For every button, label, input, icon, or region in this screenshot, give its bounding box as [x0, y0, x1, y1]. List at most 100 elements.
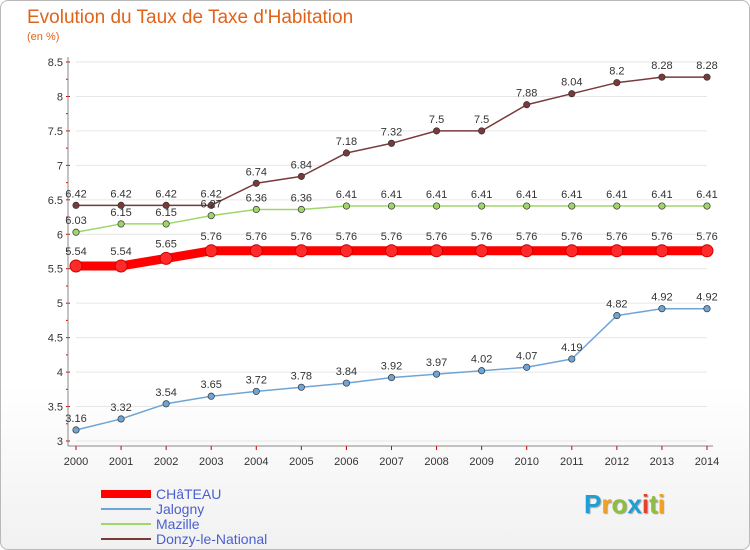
data-label-jalogny: 3.84	[336, 366, 357, 378]
data-label-jalogny: 4.82	[606, 299, 627, 311]
data-point-ch-teau	[520, 244, 534, 258]
data-label-jalogny: 3.16	[65, 413, 86, 425]
data-label-donzy-le-national: 6.42	[65, 188, 86, 200]
data-point-donzy-le-national	[658, 73, 666, 81]
data-point-jalogny	[568, 355, 576, 363]
x-tick-label: 2013	[650, 456, 674, 468]
legend-swatch	[101, 523, 151, 525]
data-label-donzy-le-national: 7.32	[381, 126, 402, 138]
data-label-ch-teau: 5.76	[201, 231, 222, 243]
data-label-mazille: 6.41	[336, 189, 357, 201]
data-label-donzy-le-national: 8.04	[561, 77, 582, 89]
data-point-jalogny	[297, 383, 305, 391]
data-point-mazille	[523, 202, 531, 210]
data-point-ch-teau	[159, 251, 173, 265]
data-label-jalogny: 3.97	[426, 357, 447, 369]
legend-swatch	[101, 538, 151, 540]
data-point-donzy-le-national	[387, 139, 396, 147]
data-label-mazille: 6.41	[471, 189, 492, 201]
data-label-ch-teau: 5.76	[696, 231, 717, 243]
x-tick-label: 2009	[469, 456, 493, 468]
data-point-ch-teau	[204, 244, 218, 258]
data-point-mazille	[207, 212, 215, 220]
data-label-ch-teau: 5.76	[471, 231, 492, 243]
y-tick-label: 8	[57, 91, 63, 103]
data-point-mazille	[297, 205, 305, 214]
data-point-ch-teau	[475, 244, 489, 258]
data-label-jalogny: 3.92	[381, 361, 402, 373]
data-label-jalogny: 4.92	[651, 292, 672, 304]
data-point-jalogny	[72, 426, 80, 434]
data-label-donzy-le-national: 8.28	[651, 60, 672, 72]
data-point-ch-teau	[114, 259, 128, 273]
data-label-ch-teau: 5.76	[561, 231, 582, 243]
data-point-mazille	[342, 202, 350, 210]
data-label-ch-teau: 5.76	[516, 231, 537, 243]
x-tick-label: 2003	[199, 456, 223, 468]
data-label-donzy-le-national: 8.2	[609, 66, 624, 78]
data-point-jalogny	[162, 400, 170, 408]
data-point-jalogny	[478, 367, 486, 375]
x-tick-label: 2008	[424, 456, 448, 468]
data-point-donzy-le-national	[207, 201, 215, 209]
data-label-ch-teau: 5.76	[291, 231, 312, 243]
data-label-donzy-le-national: 7.18	[336, 136, 357, 148]
data-label-ch-teau: 5.76	[336, 231, 357, 243]
legend-label: Mazille	[156, 516, 200, 532]
data-label-donzy-le-national: 7.5	[429, 114, 444, 126]
y-tick-label: 5	[57, 298, 63, 310]
y-tick-label: 4.5	[48, 333, 63, 345]
data-label-jalogny: 4.07	[516, 350, 537, 362]
data-point-ch-teau	[430, 244, 444, 258]
data-label-jalogny: 3.54	[155, 387, 176, 399]
legend-label: Jalogny	[156, 501, 205, 517]
x-tick-label: 2001	[109, 456, 133, 468]
data-point-mazille	[162, 220, 170, 228]
data-label-mazille: 6.41	[426, 189, 447, 201]
data-point-jalogny	[658, 305, 666, 313]
x-tick-label: 2012	[605, 456, 629, 468]
data-label-mazille: 6.41	[606, 189, 627, 201]
data-point-jalogny	[613, 312, 621, 320]
y-tick-label: 7.5	[48, 126, 63, 138]
data-label-donzy-le-national: 7.5	[474, 114, 489, 126]
y-tick-label: 8.5	[48, 57, 63, 69]
x-tick-label: 2000	[64, 456, 88, 468]
data-label-ch-teau: 5.76	[426, 231, 447, 243]
data-point-ch-teau	[655, 244, 669, 258]
data-label-ch-teau: 5.54	[110, 246, 131, 258]
data-point-donzy-le-national	[433, 127, 441, 135]
data-label-donzy-le-national: 7.88	[516, 88, 537, 100]
data-point-mazille	[72, 228, 80, 236]
data-label-mazille: 6.15	[110, 207, 131, 219]
data-point-donzy-le-national	[117, 201, 125, 209]
data-point-ch-teau	[610, 244, 624, 258]
data-label-jalogny: 3.72	[246, 374, 267, 386]
data-label-mazille: 6.03	[65, 215, 86, 227]
data-point-jalogny	[342, 379, 350, 387]
y-tick-label: 4	[57, 367, 63, 379]
data-point-jalogny	[703, 305, 711, 313]
chart-subtitle: (en %)	[27, 31, 60, 43]
legend-swatch	[101, 508, 151, 510]
x-tick-label: 2010	[514, 456, 538, 468]
data-label-mazille: 6.15	[155, 207, 176, 219]
data-point-donzy-le-national	[703, 73, 711, 81]
data-label-donzy-le-national: 6.74	[246, 166, 267, 178]
data-point-mazille	[252, 205, 260, 214]
data-point-mazille	[117, 220, 125, 228]
legend-swatch	[101, 490, 151, 498]
y-tick-label: 7	[57, 160, 63, 172]
data-label-ch-teau: 5.54	[65, 246, 86, 258]
x-tick-label: 2007	[379, 456, 403, 468]
data-point-mazille	[478, 202, 486, 210]
data-point-donzy-le-national	[297, 172, 305, 180]
y-tick-label: 3.5	[48, 402, 63, 414]
data-label-mazille: 6.41	[696, 189, 717, 201]
data-point-ch-teau	[700, 244, 714, 258]
data-point-donzy-le-national	[568, 90, 576, 98]
data-label-mazille: 6.36	[291, 192, 312, 204]
data-label-ch-teau: 5.76	[651, 231, 672, 243]
